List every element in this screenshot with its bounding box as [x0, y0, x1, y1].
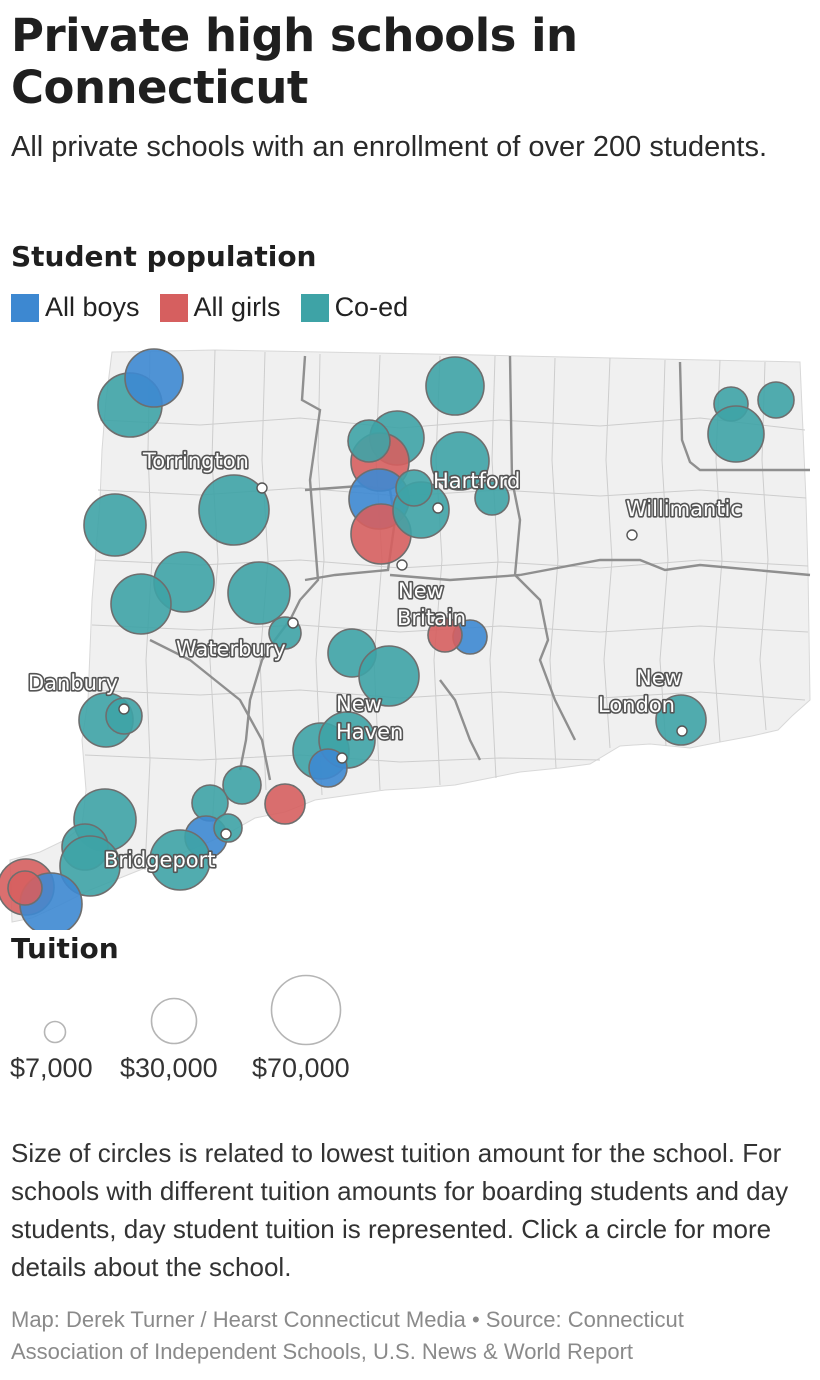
school-circle-co-ed[interactable]: [655, 694, 707, 746]
school-circle-co-ed[interactable]: [707, 405, 765, 463]
city-dot-waterbury: [287, 617, 299, 629]
school-circle-co-ed[interactable]: [395, 469, 433, 507]
school-circle-co-ed[interactable]: [198, 474, 270, 546]
school-circle-co-ed[interactable]: [347, 419, 391, 463]
school-circle-all-girls[interactable]: [427, 617, 463, 653]
school-circle-co-ed[interactable]: [149, 829, 211, 891]
city-label-new-london: London: [598, 693, 675, 717]
city-label-new-london: New: [636, 666, 682, 690]
city-labels: Torrington Hartford Willimantic New Brit…: [26, 447, 743, 873]
city-dot-danbury: [118, 703, 130, 715]
city-label-new-haven: New: [336, 692, 382, 716]
legend-item-all-girls: All girls: [159, 292, 281, 323]
city-dot-willimantic: [626, 529, 638, 541]
legend-label: All boys: [45, 292, 140, 322]
legend-title: Student population: [11, 240, 317, 273]
city-label-torrington: Torrington: [142, 449, 249, 473]
size-legend-circles: [43, 974, 342, 1046]
school-circle-all-boys[interactable]: [124, 348, 184, 408]
legend-item-co-ed: Co-ed: [300, 292, 409, 323]
school-circle-co-ed[interactable]: [222, 765, 262, 805]
city-label-new-britain: New: [398, 579, 444, 603]
tuition-legend-title: Tuition: [11, 932, 119, 965]
school-circle-co-ed[interactable]: [425, 356, 485, 416]
city-label-waterbury: Waterbury: [176, 637, 286, 661]
methodology-note: Size of circles is related to lowest tui…: [11, 1138, 789, 1282]
chart-title: Private high schools in Connecticut: [11, 9, 578, 114]
city-dot-bridgeport: [220, 828, 232, 840]
legend-label: Co-ed: [334, 292, 409, 322]
school-circle-co-ed[interactable]: [358, 645, 420, 707]
school-circle-co-ed[interactable]: [227, 561, 291, 625]
city-label-danbury: Danbury: [28, 671, 118, 695]
chart-subtitle: All private schools with an enrollment o…: [11, 131, 768, 163]
city-label-willimantic: Willimantic: [626, 497, 742, 521]
city-dot-new-britain: [396, 559, 408, 571]
all-girls-swatch: [159, 293, 188, 322]
size-label-medium: $30,000: [120, 1053, 218, 1083]
legend-item-all-boys: All boys: [11, 292, 140, 323]
size-circle-small: [43, 1020, 67, 1044]
school-circle-co-ed[interactable]: [59, 835, 121, 897]
school-circle-all-girls[interactable]: [7, 870, 43, 906]
city-dot-torrington: [256, 482, 268, 494]
school-circle-co-ed[interactable]: [105, 697, 143, 735]
co-ed-swatch: [300, 293, 329, 322]
school-circle-all-girls[interactable]: [264, 783, 306, 825]
color-legend: All boys All girls Co-ed: [11, 292, 428, 323]
school-circle-co-ed[interactable]: [110, 573, 172, 635]
city-label-hartford: Hartford: [433, 469, 520, 493]
all-boys-swatch: [11, 293, 39, 322]
city-dot-hartford: [432, 502, 444, 514]
city-dot-new-london: [676, 725, 688, 737]
school-circle-co-ed[interactable]: [83, 493, 147, 557]
size-label-large: $70,000: [252, 1053, 350, 1083]
legend-label: All girls: [193, 292, 281, 322]
source-credit: Map: Derek Turner / Hearst Connecticut M…: [11, 1307, 684, 1364]
city-markers: [118, 482, 688, 840]
city-dot-new-haven: [336, 752, 348, 764]
city-label-new-britain: Britain: [397, 606, 466, 630]
size-circle-medium: [150, 997, 198, 1045]
connecticut-map: Torrington Hartford Willimantic New Brit…: [0, 348, 811, 930]
city-label-new-haven: Haven: [336, 720, 403, 744]
school-circle-co-ed[interactable]: [474, 480, 510, 516]
city-label-bridgeport: Bridgeport: [104, 848, 216, 872]
school-circle-co-ed[interactable]: [757, 381, 795, 419]
size-circle-large: [270, 974, 342, 1046]
size-label-small: $7,000: [10, 1053, 93, 1083]
school-circle-co-ed[interactable]: [430, 431, 490, 491]
